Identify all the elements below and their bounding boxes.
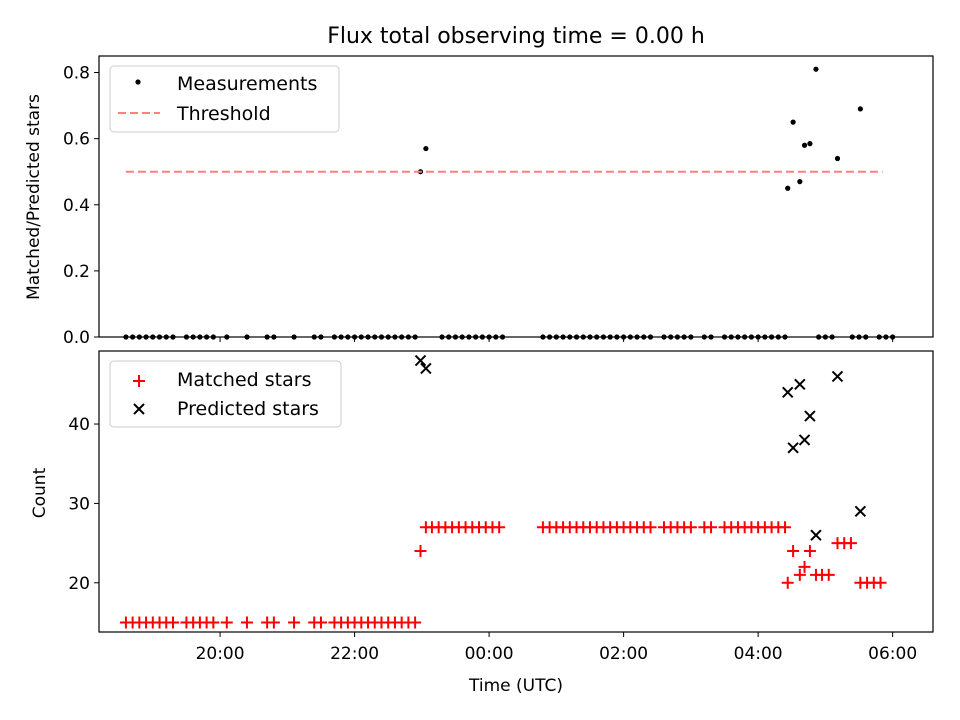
matched-star-point [409, 616, 422, 629]
matched-star-point [220, 616, 233, 629]
legend-measurements-label: Measurements [177, 73, 317, 95]
chart-title: Flux total observing time = 0.00 h [327, 24, 705, 49]
matched-star-point [288, 616, 301, 629]
matched-star-point [798, 560, 811, 573]
matched-star-point [493, 521, 506, 534]
bottom-panel: 20 30 40 20:00 22:00 00:00 02:00 04:00 06:00 Co… [30, 350, 934, 696]
legend-matched-marker [133, 375, 145, 387]
y-tick-label: 0.4 [63, 196, 90, 216]
y-tick-label: 0.8 [63, 64, 90, 84]
legend-predicted-label: Predicted stars [177, 398, 319, 420]
predicted-star-point [782, 386, 794, 398]
measurement-point [785, 185, 791, 191]
bottom-axes-frame [98, 350, 934, 633]
x-axis-label: Time (UTC) [468, 676, 563, 696]
predicted-star-point [787, 442, 799, 454]
x-tick-label: 02:00 [599, 644, 648, 664]
matched-star-point [874, 576, 887, 589]
y-tick-label: 0.6 [63, 130, 90, 150]
measurement-point [423, 145, 429, 152]
legend-threshold-label: Threshold [176, 103, 271, 125]
y-tick-label: 0.2 [63, 262, 90, 282]
y-tick-label: 40 [68, 415, 90, 435]
x-tick-label: 04:00 [734, 644, 783, 664]
measurement-point [790, 119, 796, 125]
x-tick-label: 00:00 [465, 644, 514, 664]
matched-star-point [267, 616, 280, 629]
top-x-ticks [219, 337, 894, 342]
x-tick-label: 06:00 [868, 644, 917, 664]
matched-star-point [803, 545, 816, 558]
predicted-star-point [798, 434, 811, 446]
top-y-ticks: 0.0 0.2 0.4 0.6 0.8 [63, 64, 99, 348]
matched-star-point [166, 616, 179, 629]
bottom-x-ticks: 20:00 22:00 00:00 02:00 04:00 06:00 [196, 632, 917, 664]
matched-star-point [781, 576, 794, 589]
predicted-star-point [831, 370, 844, 383]
top-ylabel: Matched/Predicted stars [24, 94, 44, 300]
measurement-point [801, 142, 808, 148]
bottom-legend: Matched stars Predicted stars [109, 360, 342, 428]
legend-predicted-marker [133, 403, 145, 415]
predicted-star-point [414, 354, 427, 367]
measurement-point [813, 66, 819, 72]
measurement-point [807, 141, 813, 147]
predicted-star-point [804, 410, 816, 422]
matched-star-point [207, 616, 220, 629]
legend-matched-label: Matched stars [177, 369, 311, 391]
matched-star-point [240, 616, 253, 629]
bottom-y-ticks: 20 30 40 [68, 415, 99, 594]
bottom-plot-marks [119, 354, 887, 629]
legend-measurements-marker [135, 79, 141, 85]
matched-star-point [844, 537, 857, 550]
measurement-point [857, 106, 863, 112]
predicted-star-point [420, 362, 432, 375]
top-legend-box [109, 65, 340, 133]
matched-star-point [793, 568, 806, 581]
x-tick-label: 22:00 [330, 644, 379, 664]
predicted-star-point [810, 529, 822, 541]
y-tick-label: 20 [68, 574, 90, 594]
y-tick-label: 30 [68, 494, 90, 514]
matched-star-point [644, 521, 657, 534]
matched-star-point [314, 616, 327, 629]
top-axes-frame [98, 55, 934, 338]
predicted-star-point [794, 378, 806, 391]
predicted-star-point [854, 505, 867, 518]
top-legend: Measurements Threshold [109, 65, 340, 133]
matched-star-point [684, 521, 697, 534]
matched-star-point [787, 545, 800, 558]
x-tick-label: 20:00 [196, 644, 245, 664]
matched-star-point [822, 568, 835, 581]
measurement-point [834, 155, 841, 162]
matched-star-point [705, 521, 718, 534]
measurement-point [797, 179, 803, 185]
matched-star-point [414, 545, 427, 558]
matched-star-point [779, 521, 792, 534]
bottom-ylabel: Count [30, 467, 50, 518]
bottom-legend-box [109, 360, 342, 428]
top-panel: 0.00.20.40.60.8 Matched/Predicted stars … [24, 55, 934, 348]
y-tick-label: 0.0 [63, 328, 90, 348]
